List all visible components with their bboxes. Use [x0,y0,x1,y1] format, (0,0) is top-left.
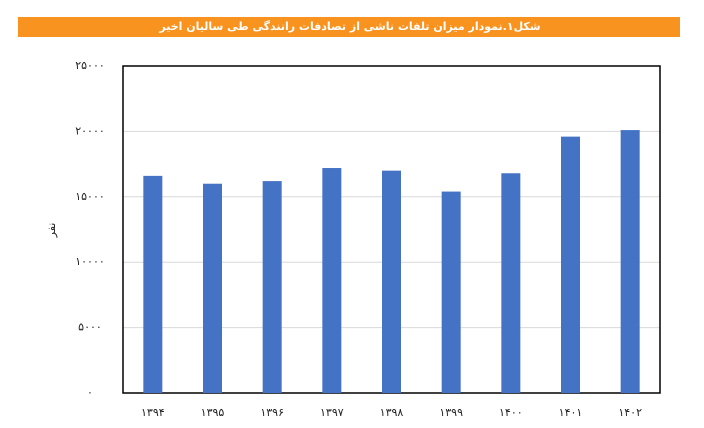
x-tick-label: ۱۳۹۹ [439,406,463,419]
x-tick-label: ۱۴۰۱ [559,406,583,419]
bar [143,175,163,393]
y-tick-label: ۲۵۰۰۰ [75,59,105,72]
title-banner [18,17,680,37]
bar [322,168,342,393]
y-tick-label: ۵۰۰۰ [78,321,102,334]
bar [262,181,282,393]
bar [203,183,222,393]
y-tick-label: ۱۵۰۰۰ [75,190,105,203]
y-axis-label: نفر [45,223,58,239]
x-tick-label: ۱۳۹۴ [141,406,165,419]
x-tick-label: ۱۳۹۸ [380,406,404,419]
bar [382,170,401,393]
bar [620,130,640,394]
bar [501,173,521,393]
bar [561,136,580,393]
y-tick-label: ۰ [87,386,93,399]
y-tick-label: ۲۰۰۰۰ [75,124,105,137]
x-tick-label: ۱۳۹۶ [260,406,284,419]
x-tick-label: ۱۴۰۲ [618,406,642,419]
bar [441,191,461,393]
x-tick-label: ۱۳۹۷ [320,406,344,419]
x-tick-label: ۱۴۰۰ [499,406,523,419]
y-tick-label: ۱۰۰۰۰ [75,255,105,268]
chart-title: شکل۱.نمودار میزان تلفات ناشی از تصادفات … [158,20,540,33]
x-tick-label: ۱۳۹۵ [201,406,225,419]
